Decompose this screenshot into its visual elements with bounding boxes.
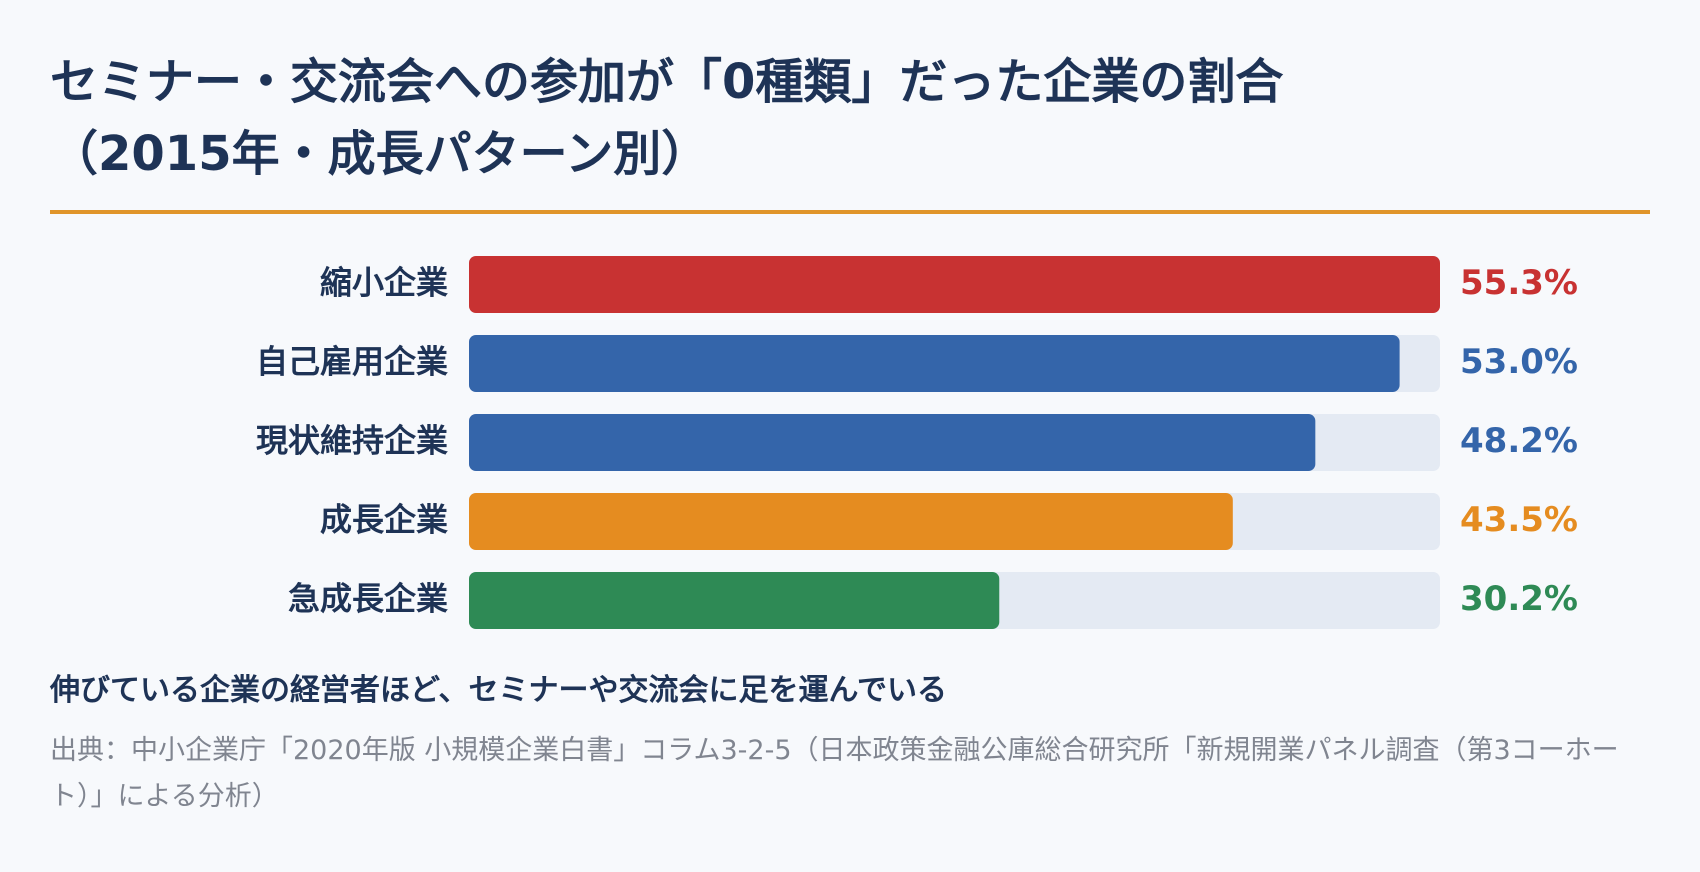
- source: 出典：中小企業庁「2020年版 小規模企業白書」コラム3-2-5（日本政策金融公…: [50, 735, 1619, 812]
- bar: [469, 493, 1233, 550]
- value-label: 55.3%: [1460, 263, 1578, 303]
- bar: [469, 335, 1400, 392]
- value-label: 43.5%: [1460, 500, 1578, 540]
- bar: [469, 414, 1316, 471]
- value-label: 48.2%: [1460, 421, 1578, 461]
- chart-title: セミナー・交流会への参加が「0種類」だった企業の割合: [50, 54, 1284, 110]
- category-label: 急成長企業: [288, 580, 448, 618]
- category-label: 自己雇用企業: [256, 343, 448, 381]
- value-label: 53.0%: [1460, 342, 1578, 382]
- category-label: 現状維持企業: [256, 422, 448, 460]
- annotation: 伸びている企業の経営者ほど、セミナーや交流会に足を運んでいる: [50, 673, 947, 708]
- bar: [469, 572, 1000, 629]
- title-rule: [50, 210, 1650, 214]
- chart-title: （2015年・成長パターン別）: [50, 126, 710, 182]
- value-label: 30.2%: [1460, 579, 1578, 619]
- category-label: 成長企業: [320, 501, 448, 539]
- bar: [469, 256, 1440, 313]
- category-label: 縮小企業: [320, 264, 448, 302]
